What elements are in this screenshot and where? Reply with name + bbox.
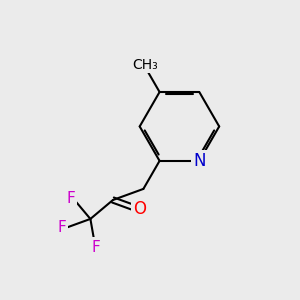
Text: CH₃: CH₃ [132, 58, 158, 72]
Text: O: O [133, 200, 146, 218]
Text: N: N [193, 152, 206, 170]
Text: F: F [92, 240, 100, 255]
Text: F: F [57, 220, 66, 235]
Text: F: F [66, 191, 75, 206]
